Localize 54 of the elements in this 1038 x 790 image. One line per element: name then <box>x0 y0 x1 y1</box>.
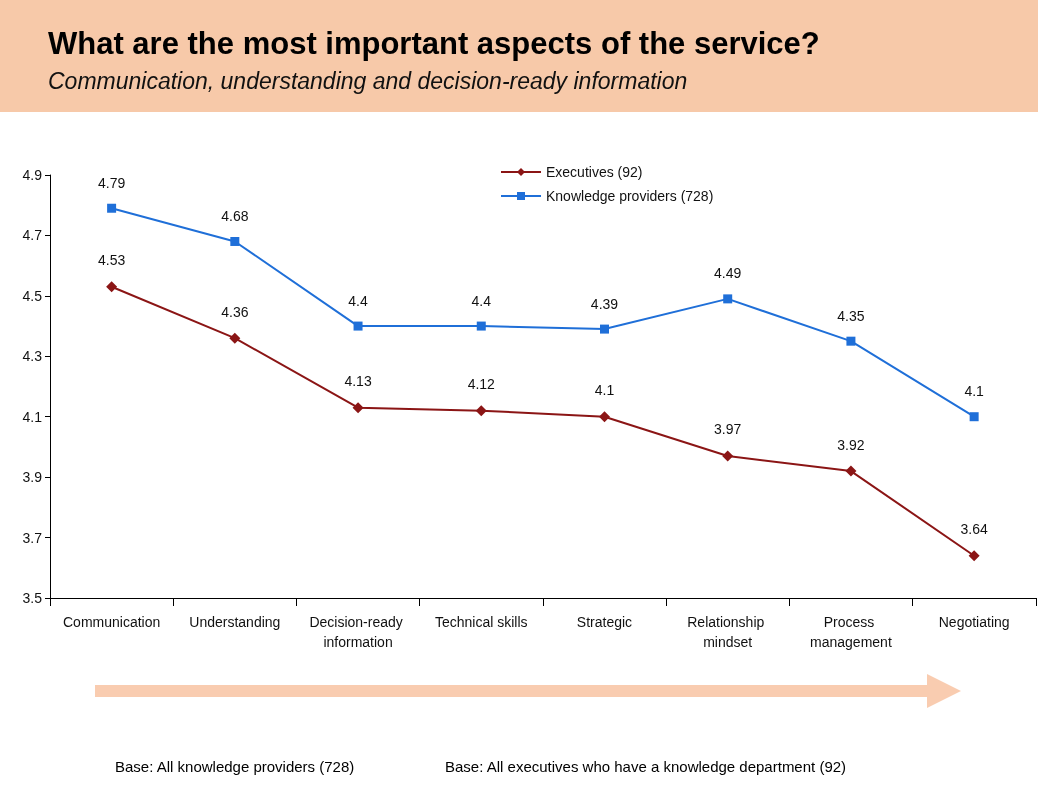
point <box>230 236 240 246</box>
data-label: 4.1 <box>594 382 615 399</box>
y-tick-label: 4.3 <box>22 348 43 365</box>
x-tick-label: Strategic <box>576 614 633 630</box>
y-tick-label: 4.7 <box>22 227 43 244</box>
text: Base: All knowledge providers (728) <box>115 758 355 775</box>
x-tick-label: Negotiating <box>938 614 1010 630</box>
y-tick-label: 4.5 <box>22 287 43 304</box>
data-label: 4.49 <box>714 265 742 282</box>
point <box>107 203 117 213</box>
x-tick-label: Communication <box>62 614 161 630</box>
x-tick-label: Understanding <box>189 614 281 630</box>
point <box>599 324 609 334</box>
data-label: 4.68 <box>221 207 249 224</box>
x-tick-label: Process management <box>810 614 892 650</box>
data-label: 4.39 <box>590 295 619 312</box>
point <box>845 465 857 477</box>
data-label: 3.97 <box>714 421 742 438</box>
point <box>476 321 486 331</box>
point <box>352 402 364 414</box>
y-tick-label: 4.1 <box>22 408 43 425</box>
y-tick-label: 4.9 <box>22 167 43 183</box>
y-tick-label: 3.7 <box>22 529 43 546</box>
data-label: 4.79 <box>97 174 126 191</box>
point <box>229 332 241 344</box>
data-label: 4.1 <box>964 383 985 400</box>
point <box>968 550 980 562</box>
y-tick-label: 3.5 <box>22 590 43 606</box>
point <box>598 411 610 423</box>
data-label: 4.4 <box>471 292 492 309</box>
x-tick-label: Relationship mindset <box>687 614 769 650</box>
point <box>475 405 487 417</box>
point <box>722 450 734 462</box>
legend-label: Executives (92) <box>546 164 643 180</box>
x-tick-label: Decision-ready information <box>309 614 407 650</box>
data-label: 4.4 <box>348 292 368 309</box>
text: Base: All executives who have a knowledge department (92) <box>445 758 847 775</box>
data-label: 4.53 <box>97 252 126 269</box>
point <box>846 336 856 346</box>
data-label: 4.12 <box>467 376 496 393</box>
y-tick-label: 3.9 <box>22 469 43 486</box>
point <box>723 294 733 304</box>
chart-title: What are the most important aspects of the service? <box>48 26 820 62</box>
point <box>106 281 118 293</box>
point <box>969 412 979 422</box>
legend-label: Knowledge providers (728) <box>546 188 714 204</box>
data-label: 4.35 <box>837 307 865 324</box>
data-label: 4.13 <box>344 373 372 390</box>
data-label: 4.36 <box>221 303 249 320</box>
point <box>353 321 363 331</box>
data-label: 3.64 <box>960 521 988 538</box>
x-tick-label: Technical skills <box>434 614 528 630</box>
chart-subtitle: Communication, understanding and decision-ready information <box>48 68 688 95</box>
data-label: 3.92 <box>837 436 865 453</box>
